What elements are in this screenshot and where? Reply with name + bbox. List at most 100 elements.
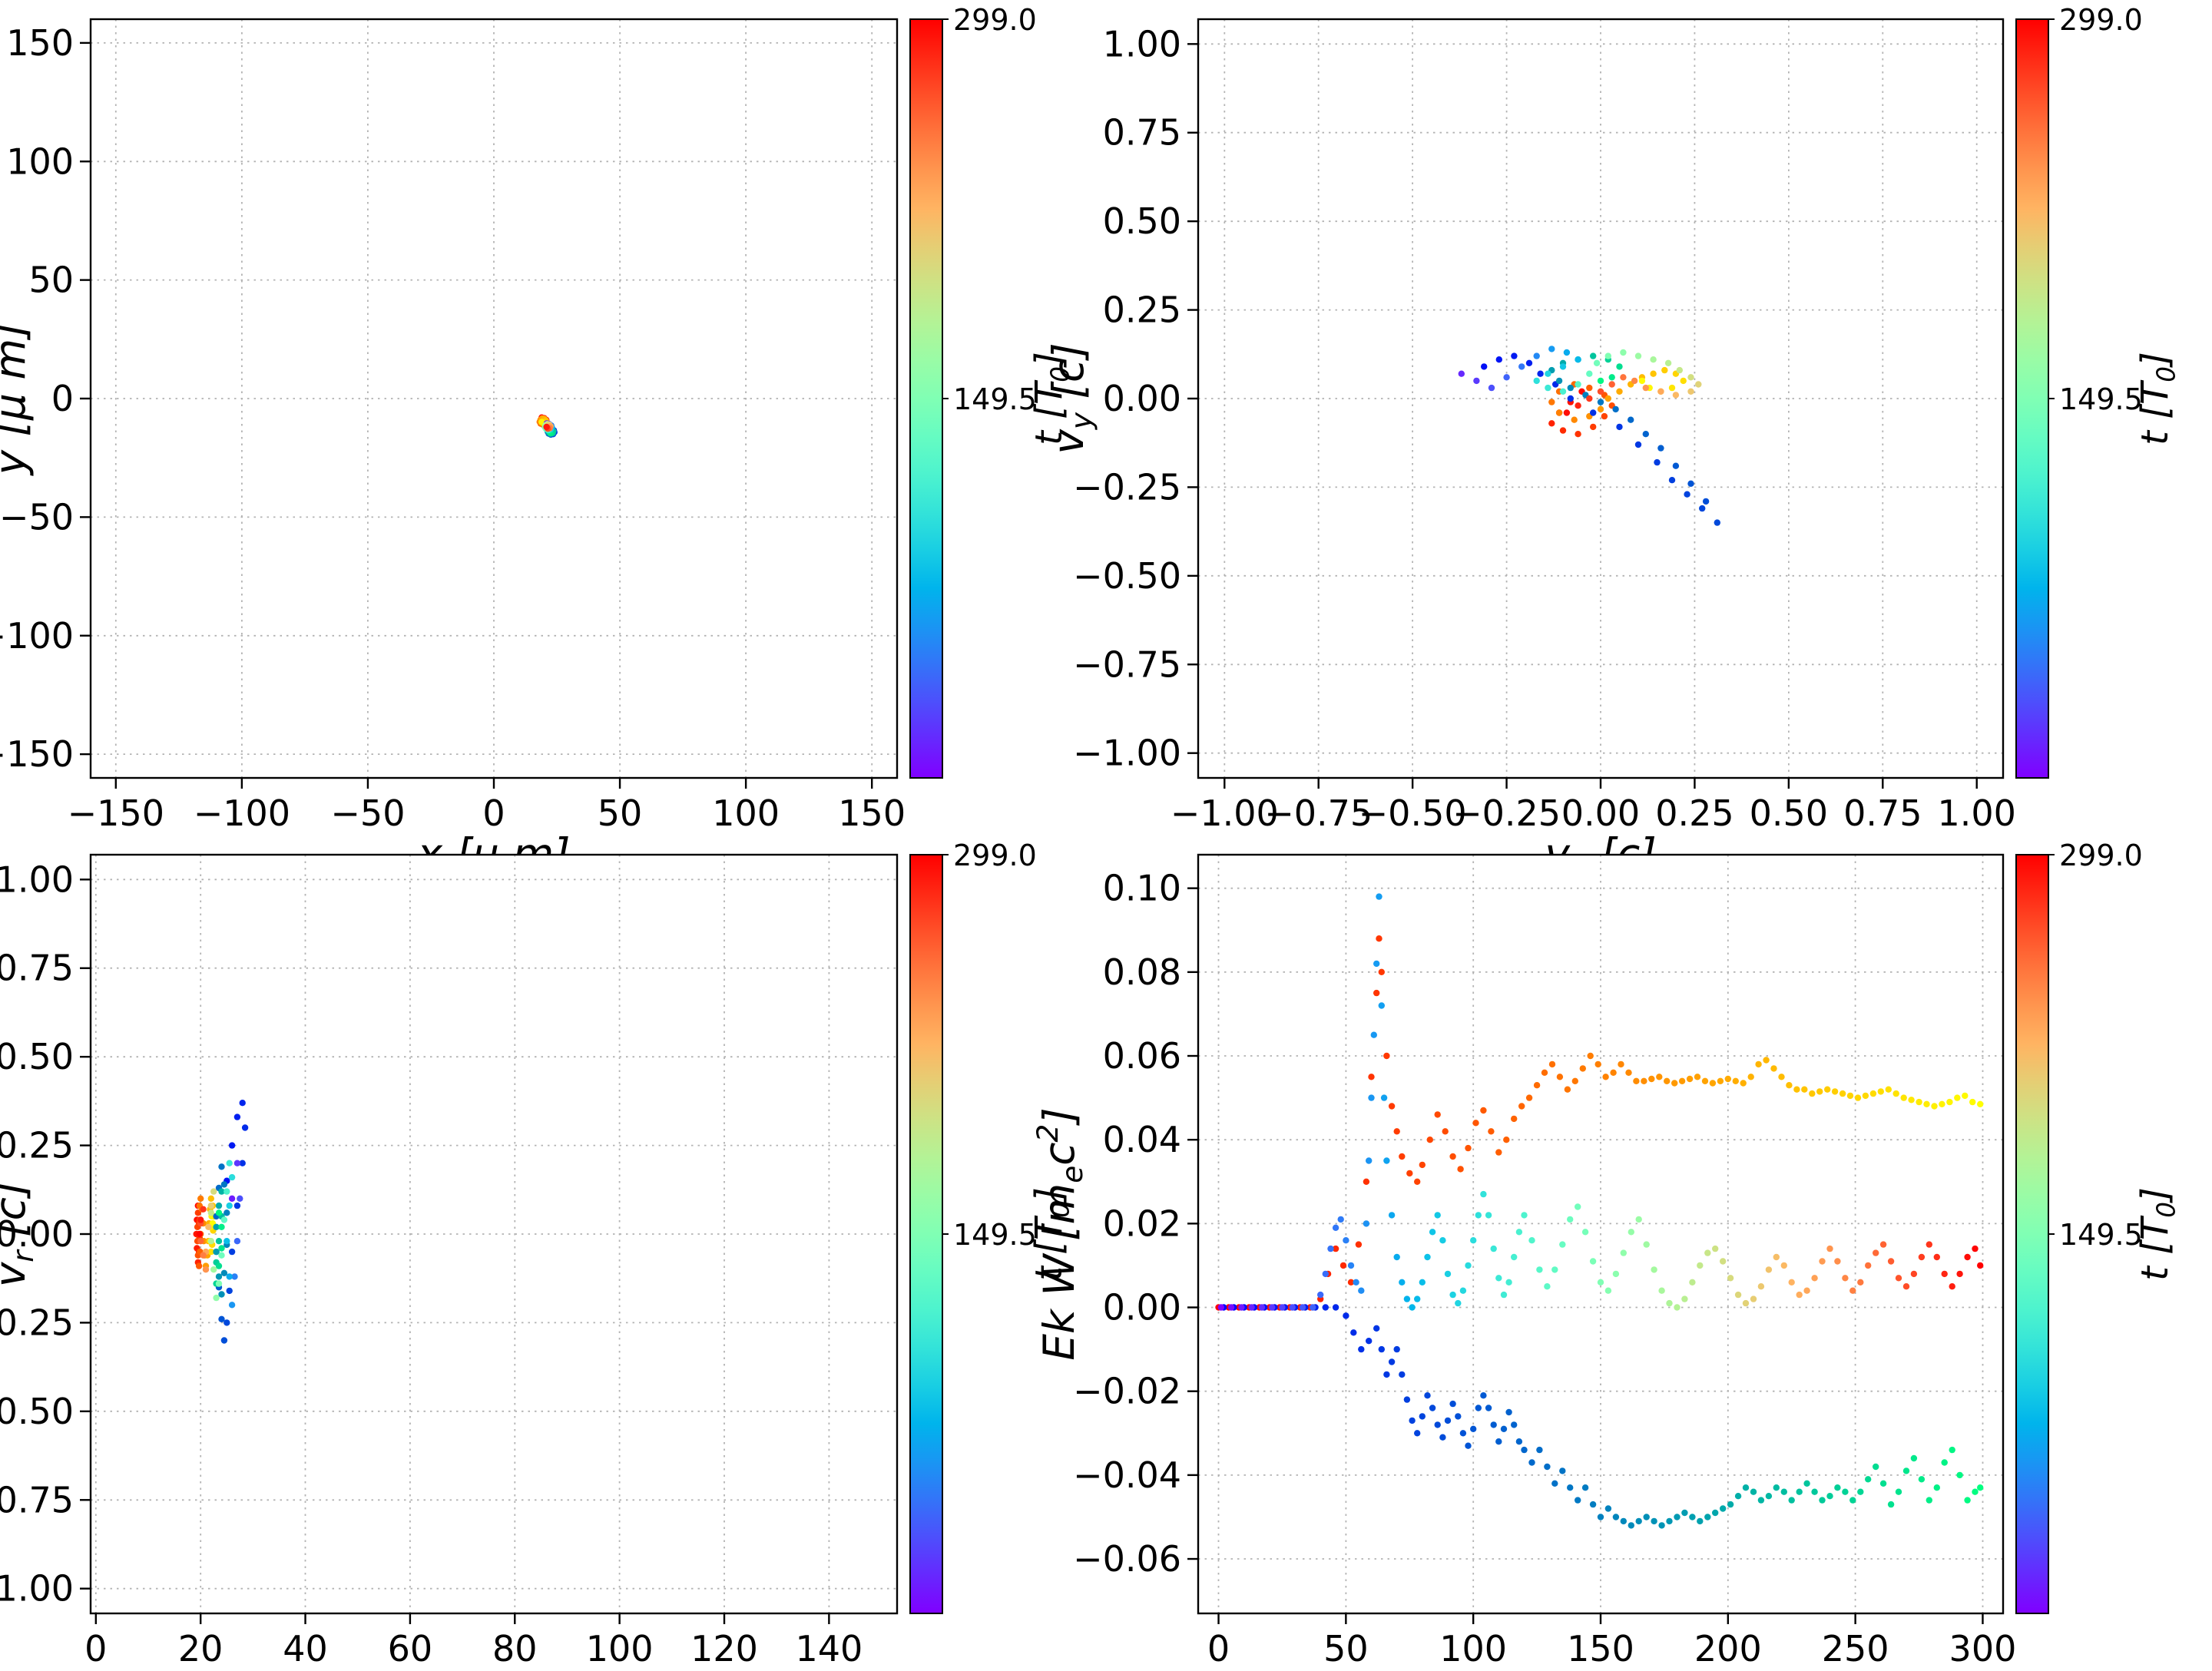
data-point (228, 1302, 236, 1309)
x-tick-label: 0.00 (1561, 792, 1640, 834)
data-point (1590, 352, 1597, 359)
plot-background (91, 855, 897, 1613)
data-point (1734, 1291, 1742, 1299)
data-point (1862, 1092, 1869, 1100)
data-point (1672, 462, 1680, 469)
data-point (1378, 968, 1386, 976)
data-point (1567, 395, 1574, 402)
data-point (1564, 1086, 1571, 1093)
data-point (1511, 1421, 1518, 1428)
data-point (1414, 1430, 1421, 1437)
data-point (213, 1248, 220, 1256)
data-point (1933, 1484, 1940, 1491)
data-point (1638, 377, 1646, 385)
y-tick-label: −0.75 (1073, 644, 1181, 685)
data-point (1567, 1216, 1574, 1223)
data-point (1551, 1480, 1558, 1487)
data-point (1604, 352, 1611, 359)
data-point (1664, 1077, 1671, 1085)
data-point (1449, 1400, 1456, 1408)
x-tick-label: 50 (1323, 1628, 1369, 1669)
data-point (1770, 1065, 1777, 1072)
y-tick-label: −50 (0, 496, 74, 538)
data-point (1472, 1120, 1479, 1127)
data-point (1674, 1514, 1681, 1520)
data-point (1695, 381, 1702, 388)
data-point (196, 1230, 203, 1238)
colorbar (2016, 19, 2048, 778)
data-point (1796, 1291, 1803, 1299)
data-point (1972, 1488, 1979, 1495)
data-point (1747, 1074, 1754, 1080)
data-point (1712, 1509, 1719, 1517)
data-point (1366, 1157, 1373, 1164)
data-point (1689, 1514, 1696, 1520)
data-point (1610, 1069, 1617, 1077)
data-point (1702, 498, 1710, 505)
data-point (1419, 1279, 1426, 1286)
data-point (1635, 1216, 1642, 1223)
data-point (220, 1337, 228, 1344)
data-point (1972, 1245, 1979, 1252)
data-point (1664, 359, 1672, 366)
data-point (1419, 1161, 1426, 1169)
data-point (1376, 893, 1382, 900)
data-point (1470, 1237, 1477, 1244)
data-point (1455, 1299, 1462, 1307)
data-point (1732, 1077, 1739, 1085)
data-point (197, 1238, 204, 1245)
data-point (1826, 1493, 1833, 1500)
data-point (1383, 1157, 1390, 1164)
data-point (1687, 374, 1694, 381)
data-point (1548, 399, 1555, 405)
y-tick-label: 0.04 (1103, 1119, 1181, 1160)
data-point (1765, 1266, 1773, 1273)
data-point (218, 1245, 225, 1252)
x-tick-label: 0 (1207, 1628, 1230, 1669)
scatter-series-trace-rainbow (1458, 346, 1702, 416)
data-point (218, 1188, 225, 1195)
data-point (1449, 1291, 1456, 1299)
data-point (1941, 1270, 1948, 1278)
data-point (1388, 1103, 1396, 1110)
data-point (1480, 1392, 1487, 1399)
data-point (1403, 1295, 1411, 1302)
data-point (1625, 1069, 1632, 1077)
y-tick-label: 0.50 (1103, 200, 1181, 242)
data-point (1648, 1075, 1655, 1083)
data-point (1597, 399, 1604, 405)
data-point (1908, 1097, 1915, 1104)
data-point (1666, 1517, 1673, 1525)
data-point (1403, 1396, 1411, 1403)
data-point (218, 1315, 225, 1323)
data-point (1575, 402, 1581, 409)
data-point (1597, 377, 1604, 385)
data-point (1689, 1279, 1696, 1286)
data-point (1977, 1262, 1984, 1269)
colorbar-tick-label: 299.0 (2059, 839, 2143, 872)
data-point (220, 1216, 228, 1223)
data-point (1511, 352, 1518, 359)
data-point (220, 1181, 228, 1188)
data-point (1457, 1166, 1464, 1173)
data-point (1650, 370, 1657, 377)
data-point (1680, 377, 1687, 385)
colorbar-tick-label: 299.0 (2059, 3, 2143, 37)
y-tick-label: −100 (0, 615, 74, 657)
data-point (1686, 1075, 1694, 1083)
data-point (1681, 1295, 1688, 1302)
data-point (224, 1319, 230, 1326)
data-point (1528, 1459, 1535, 1466)
data-point (1533, 1082, 1541, 1089)
x-tick-label: 0.25 (1655, 792, 1734, 834)
x-tick-label: 200 (1694, 1628, 1762, 1669)
data-point (1528, 1237, 1535, 1244)
data-point (1895, 1488, 1902, 1495)
data-point (1442, 1128, 1449, 1135)
data-point (1618, 1061, 1624, 1068)
data-point (1426, 1137, 1434, 1143)
scatter-series-trace-rainbow (196, 1160, 243, 1309)
data-point (1393, 1345, 1400, 1353)
y-tick-label: −1.00 (0, 1568, 74, 1610)
data-point (1956, 1471, 1963, 1479)
